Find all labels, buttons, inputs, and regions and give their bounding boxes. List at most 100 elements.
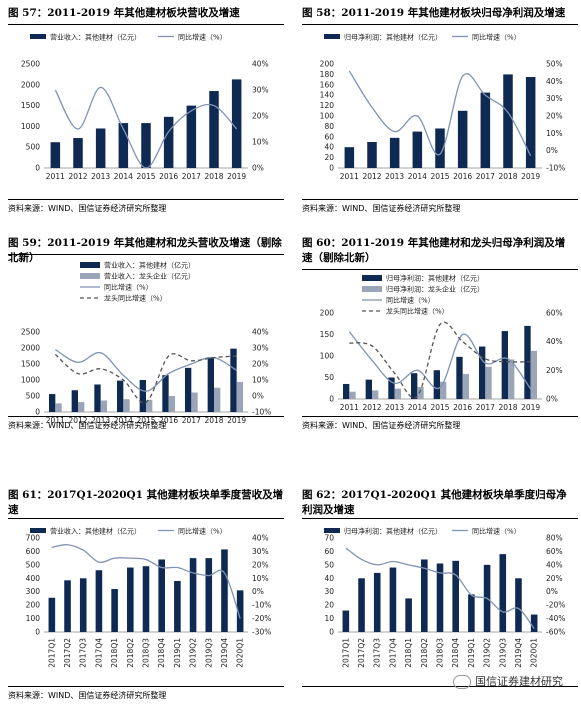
x-tick-label: 2017 bbox=[476, 172, 495, 181]
source-text: 资料来源：WIND、国信证券经济研究所整理 bbox=[8, 421, 167, 430]
y-tick-label: 2500 bbox=[21, 328, 40, 337]
bar bbox=[94, 384, 101, 412]
x-tick-label: 2016 bbox=[159, 416, 178, 425]
x-tick-label: 2017Q1 bbox=[341, 638, 350, 668]
bar bbox=[48, 597, 56, 632]
y-tick-label: 80 bbox=[324, 122, 334, 131]
y-tick-label: 60 bbox=[324, 132, 334, 141]
y-tick-label: 180 bbox=[320, 70, 335, 79]
legend-label: 归母净利润：其他建材（亿元） bbox=[344, 527, 442, 536]
x-tick-label: 2019Q4 bbox=[514, 638, 523, 668]
legend-swatch bbox=[80, 273, 100, 279]
y-tick-label: 0 bbox=[329, 164, 334, 173]
bar bbox=[48, 394, 56, 412]
y2-tick-label: 40% bbox=[546, 560, 563, 569]
x-tick-label: 2015 bbox=[136, 172, 155, 181]
legend-label: 同比增速（%） bbox=[472, 33, 521, 42]
bar bbox=[457, 110, 468, 168]
y2-tick-label: 40% bbox=[252, 534, 269, 543]
y2-tick-label: 0% bbox=[252, 392, 264, 401]
x-tick-label: 2016 bbox=[453, 403, 472, 412]
title-rule bbox=[8, 24, 284, 25]
bar bbox=[394, 388, 402, 399]
bar bbox=[95, 128, 106, 168]
bar bbox=[524, 325, 531, 399]
y2-tick-label: -20% bbox=[252, 614, 271, 623]
series-line bbox=[345, 547, 535, 630]
y2-tick-label: 20% bbox=[252, 560, 269, 569]
chart-59: 0 500 1000 1500 2000 2500 -10% 0% 10% 20% 30% 40% 20… bbox=[21, 261, 271, 426]
y-tick-label: 500 bbox=[26, 392, 41, 401]
x-tick-label: 2016 bbox=[159, 172, 178, 181]
bar bbox=[342, 610, 350, 632]
y-tick-label: 1500 bbox=[21, 360, 40, 369]
bar bbox=[141, 123, 151, 168]
x-tick-label: 2019Q1 bbox=[173, 638, 182, 668]
y-tick-label: 60 bbox=[324, 547, 334, 556]
bar bbox=[73, 138, 83, 168]
y-tick-label: 2500 bbox=[21, 60, 40, 69]
y2-tick-label: 40% bbox=[546, 77, 563, 86]
x-tick-label: 2013 bbox=[385, 403, 404, 412]
bar bbox=[480, 92, 491, 168]
x-tick-label: 2018 bbox=[204, 172, 223, 181]
y2-tick-label: 20% bbox=[546, 112, 563, 121]
bar bbox=[146, 399, 153, 412]
x-tick-label: 2017Q1 bbox=[47, 638, 56, 668]
bar bbox=[349, 391, 356, 399]
x-tick-label: 2018Q4 bbox=[451, 638, 460, 668]
y-tick-label: 1000 bbox=[21, 376, 40, 385]
bar bbox=[158, 559, 165, 632]
bar bbox=[64, 580, 71, 632]
bar bbox=[174, 580, 181, 632]
chart-title: 图 59：2011-2019 年其他建材和龙头营收及增速（剔除北新） bbox=[8, 237, 282, 264]
y-tick-label: 40 bbox=[324, 143, 334, 152]
y2-tick-label: 0% bbox=[546, 146, 558, 155]
y-tick-label: 50 bbox=[324, 373, 334, 382]
x-tick-label: 2013 bbox=[91, 416, 110, 425]
x-tick-label: 2015 bbox=[430, 172, 449, 181]
x-tick-label: 2018Q2 bbox=[126, 638, 135, 668]
chart-title: 图 57：2011-2019 年其他建材板块营收及增速 bbox=[8, 7, 240, 19]
legend-swatch bbox=[80, 262, 100, 268]
bar bbox=[186, 105, 197, 168]
x-tick-label: 2015 bbox=[136, 416, 155, 425]
bar bbox=[478, 346, 486, 399]
y2-tick-label: -20% bbox=[546, 601, 565, 610]
bar bbox=[367, 142, 377, 168]
y-tick-label: 200 bbox=[320, 60, 335, 69]
bar bbox=[100, 400, 108, 412]
y2-tick-label: -40% bbox=[546, 614, 565, 623]
y-tick-label: 0 bbox=[35, 164, 40, 173]
y-tick-label: 140 bbox=[320, 91, 335, 100]
source-text: 资料来源：WIND、国信证券经济研究所整理 bbox=[302, 204, 461, 213]
chart-62: 0 10 20 30 40 50 60 70 -60% -40% -20% 0% 20% 40% 60% 80… bbox=[324, 527, 565, 668]
bar bbox=[373, 572, 381, 632]
x-tick-label: 2019Q2 bbox=[483, 638, 492, 668]
y-tick-label: 20 bbox=[324, 153, 334, 162]
y2-tick-label: 0% bbox=[546, 395, 558, 404]
y-tick-label: 30 bbox=[324, 587, 334, 596]
bar bbox=[410, 373, 418, 399]
bar bbox=[205, 558, 213, 632]
legend-label: 龙头同比增速（%） bbox=[386, 307, 449, 316]
x-tick-label: 2019Q3 bbox=[498, 638, 507, 668]
legend-label: 同比增速（%） bbox=[386, 296, 435, 305]
x-tick-label: 2019Q3 bbox=[204, 638, 213, 668]
y-tick-label: 100 bbox=[320, 352, 335, 361]
y2-tick-label: 20% bbox=[546, 574, 563, 583]
y2-tick-label: 20% bbox=[546, 366, 563, 375]
series-line bbox=[348, 70, 532, 157]
y2-tick-label: 40% bbox=[546, 337, 563, 346]
series-line bbox=[54, 86, 238, 169]
panel-59: 图 59：2011-2019 年其他建材和龙头营收及增速（剔除北新） 0 500 1… bbox=[8, 236, 284, 436]
title-rule bbox=[302, 269, 578, 270]
y2-tick-label: 20% bbox=[252, 112, 269, 121]
x-tick-label: 2019 bbox=[521, 172, 540, 181]
y2-tick-label: 80% bbox=[546, 534, 563, 543]
series-line bbox=[348, 331, 532, 390]
x-tick-label: 2013 bbox=[385, 172, 404, 181]
legend-label: 归母净利润：其他建材（亿元） bbox=[386, 274, 484, 283]
y-tick-label: 2000 bbox=[21, 80, 40, 89]
y-tick-label: 500 bbox=[26, 143, 41, 152]
